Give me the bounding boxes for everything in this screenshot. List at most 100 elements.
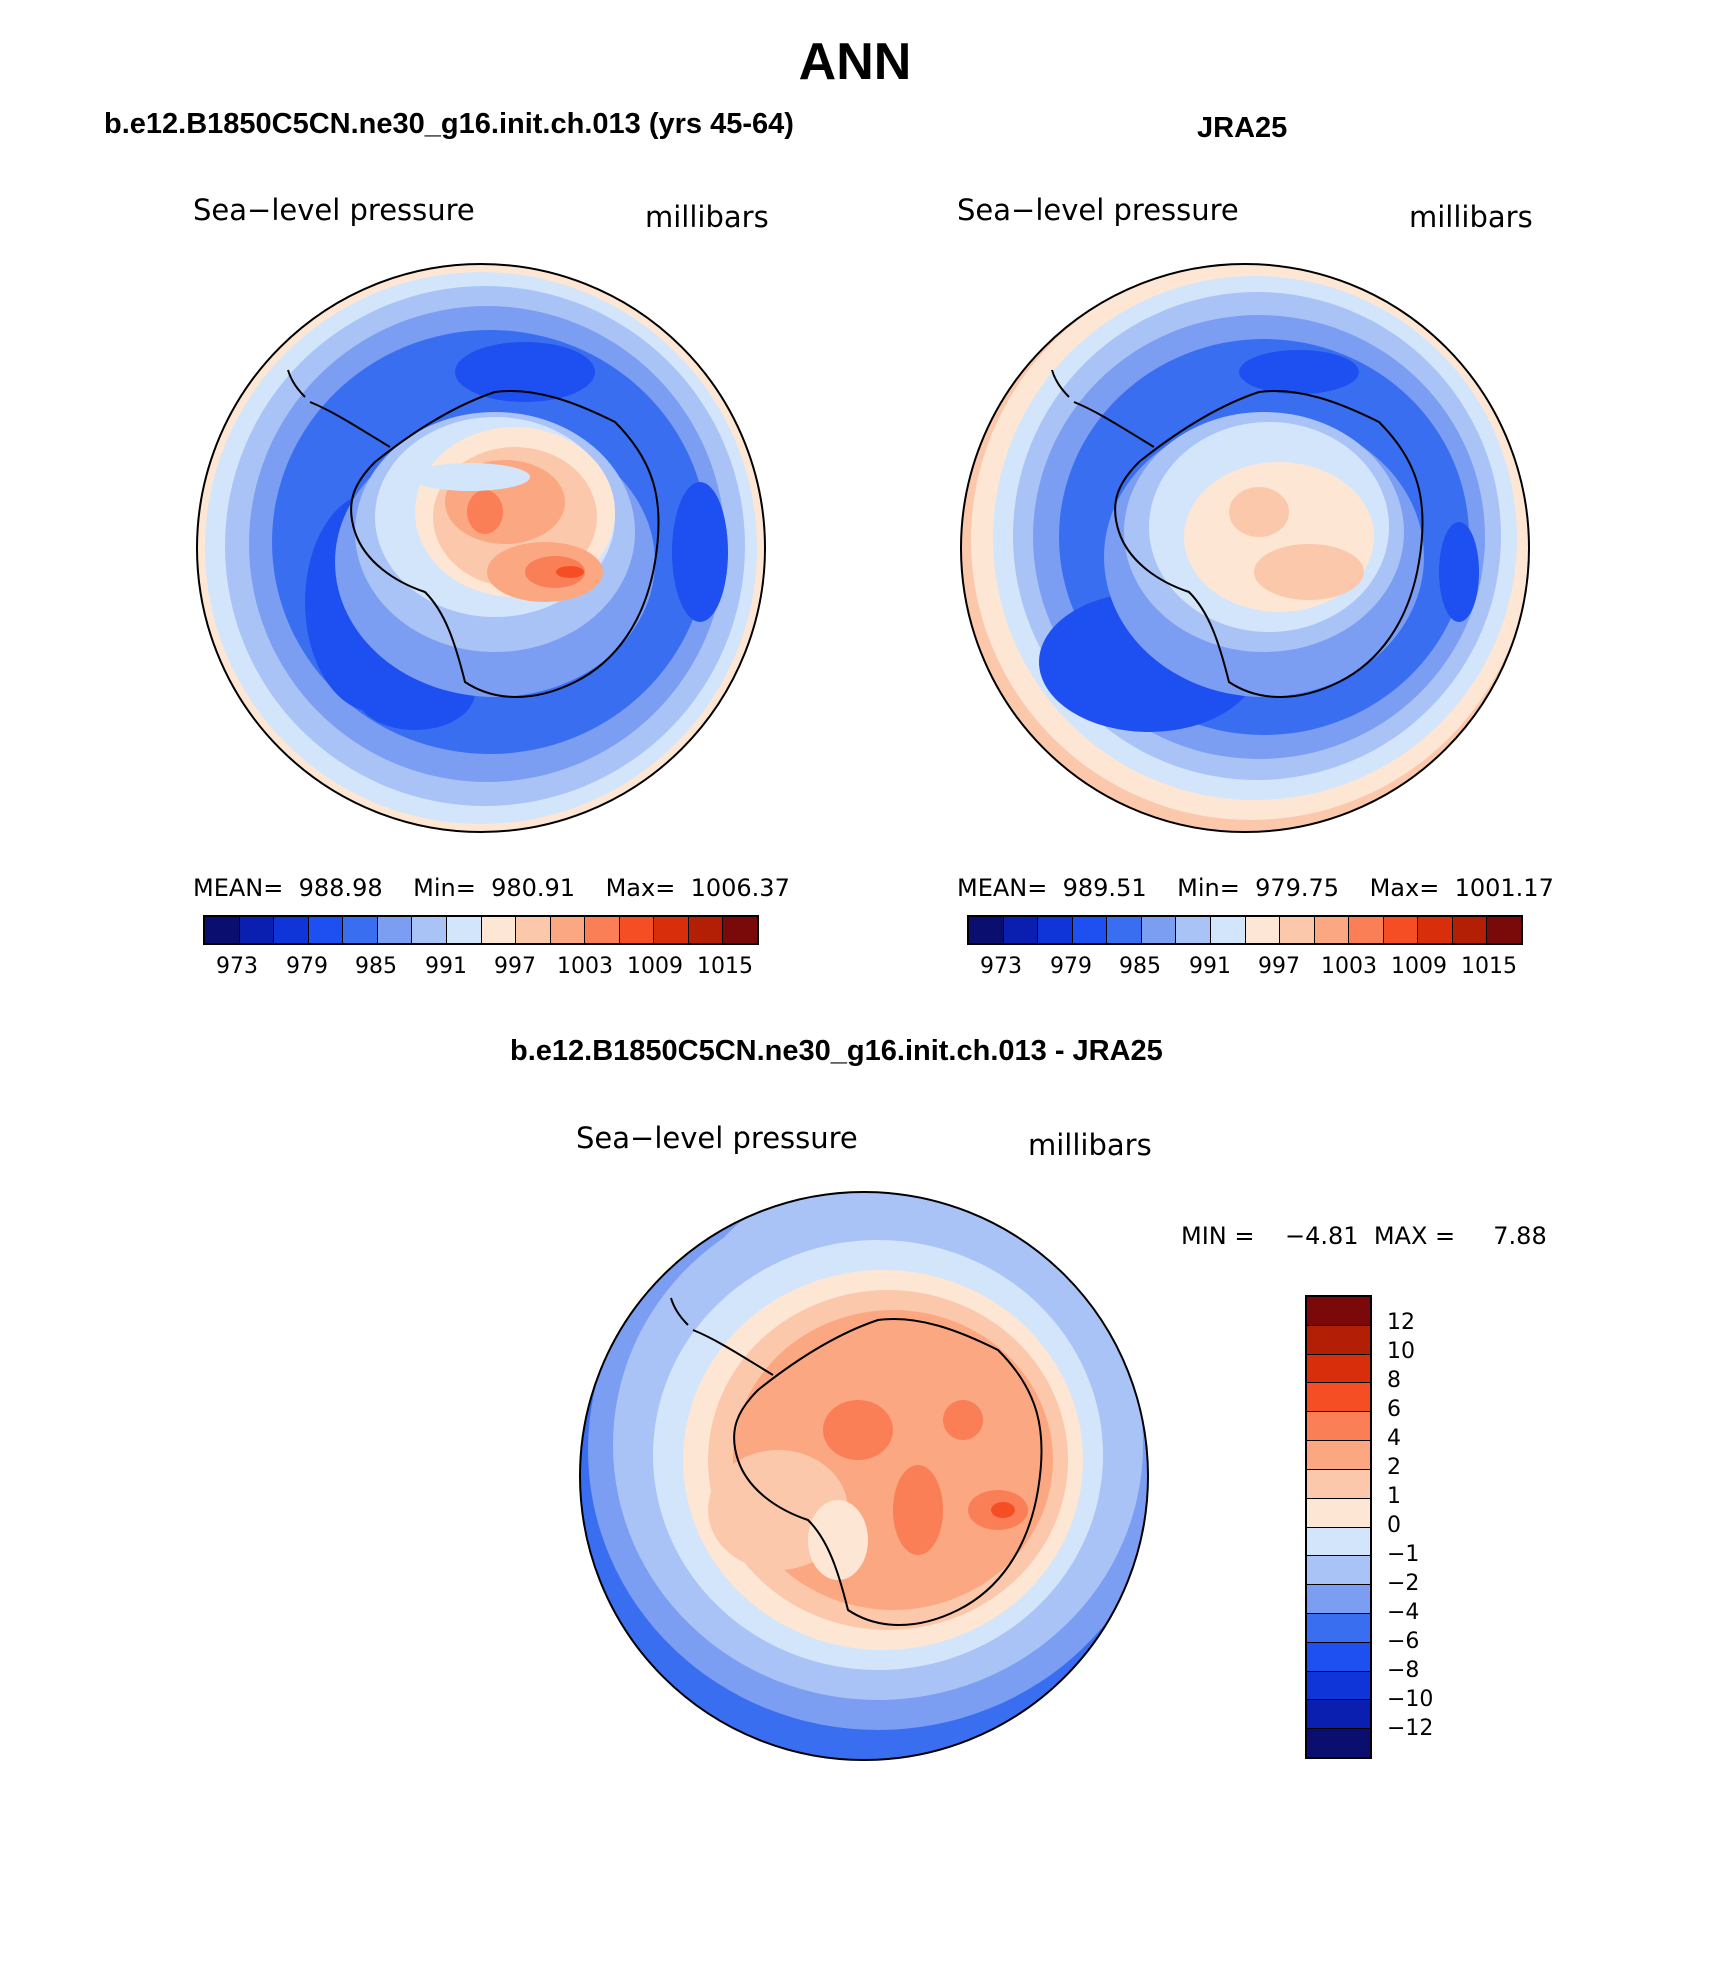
diff-colorbar-swatch [1307,1383,1370,1413]
right-colorbar-swatch [1349,917,1384,943]
right-colorbar-swatch [1141,917,1177,943]
left-colorbar-swatch [516,917,551,943]
diff-colorbar-swatch [1307,1556,1370,1586]
left-colorbar-swatch [343,917,378,943]
left-colorbar-swatch [481,917,517,943]
diff-colorbar [1305,1295,1372,1759]
left-min-label: Min= [413,874,476,902]
left-mean-value: 988.98 [298,874,383,902]
right-colorbar-swatch [1107,917,1142,943]
right-min-label: Min= [1177,874,1240,902]
right-panel-title: JRA25 [1197,112,1288,144]
diff-colorbar-tick: −6 [1387,1629,1420,1654]
left-polar-map [196,263,766,833]
left-colorbar-tick: 1003 [557,954,613,979]
diff-colorbar-tick: 6 [1387,1397,1401,1422]
left-colorbar-tick: 991 [425,954,467,979]
diff-colorbar-swatch [1307,1469,1370,1499]
left-colorbar-swatch [585,917,620,943]
right-colorbar-swatch [1038,917,1073,943]
right-colorbar-tick: 1009 [1391,954,1447,979]
left-colorbar-tick: 1015 [697,954,753,979]
left-mean-label: MEAN= [193,874,284,902]
diff-colorbar-swatch [1307,1412,1370,1442]
diff-colorbar-swatch [1307,1613,1370,1643]
right-max-value: 1001.17 [1454,874,1554,902]
right-colorbar-tick: 1015 [1461,954,1517,979]
right-colorbar-tick: 991 [1189,954,1231,979]
left-colorbar-swatch [377,917,413,943]
diff-colorbar-swatch [1307,1527,1370,1557]
right-colorbar-tick: 979 [1050,954,1092,979]
left-units-label: millibars [645,200,769,234]
right-colorbar-swatch [1314,917,1350,943]
right-colorbar-swatch [1280,917,1315,943]
diff-variable-label: Sea−level pressure [576,1121,858,1155]
left-panel-title: b.e12.B1850C5CN.ne30_g16.init.ch.013 (yr… [104,108,794,140]
right-units-label: millibars [1409,200,1533,234]
left-colorbar-swatch [446,917,482,943]
diff-polar-map [579,1191,1149,1761]
left-colorbar-swatch [308,917,344,943]
right-colorbar-swatch [1072,917,1108,943]
left-colorbar-swatch [688,917,724,943]
right-colorbar-swatch [1245,917,1281,943]
right-colorbar-swatch [1003,917,1039,943]
left-min-value: 980.91 [491,874,576,902]
diff-colorbar-tick: 8 [1387,1368,1401,1393]
right-max-label: Max= [1369,874,1440,902]
diff-colorbar-swatch [1307,1441,1370,1470]
right-mean-value: 989.51 [1062,874,1147,902]
right-colorbar-tick: 1003 [1321,954,1377,979]
diff-colorbar-tick: 4 [1387,1426,1401,1451]
left-colorbar-swatch [205,917,240,943]
left-colorbar-tick: 1009 [627,954,683,979]
diff-colorbar-swatch [1307,1297,1370,1326]
diff-colorbar-swatch [1307,1498,1370,1528]
right-colorbar [967,915,1523,945]
left-colorbar-tick: 985 [355,954,397,979]
left-colorbar-tick: 973 [216,954,258,979]
right-colorbar-swatch [1176,917,1211,943]
left-colorbar-swatch [412,917,447,943]
right-colorbar-tick: 973 [980,954,1022,979]
diff-min-label: MIN = [1181,1222,1255,1250]
diff-colorbar-tick: 0 [1387,1513,1401,1538]
right-colorbar-swatch [969,917,1004,943]
left-colorbar-swatch [550,917,586,943]
right-colorbar-swatch [1418,917,1453,943]
diff-panel-title: b.e12.B1850C5CN.ne30_g16.init.ch.013 - J… [510,1035,1163,1067]
figure-title: ANN [798,33,912,91]
right-polar-map [960,263,1530,833]
diff-colorbar-swatch [1307,1642,1370,1672]
diff-colorbar-tick: 10 [1387,1339,1415,1364]
left-colorbar-swatch [723,917,757,943]
right-colorbar-swatch [1487,917,1521,943]
diff-min-value: −4.81 [1285,1222,1359,1250]
diff-colorbar-tick: −1 [1387,1542,1420,1567]
left-max-label: Max= [605,874,676,902]
diff-colorbar-tick: 12 [1387,1310,1415,1335]
left-max-value: 1006.37 [690,874,790,902]
diff-colorbar-tick: 2 [1387,1455,1401,1480]
left-colorbar-swatch [239,917,275,943]
left-colorbar-swatch [619,917,655,943]
diff-colorbar-tick: −8 [1387,1658,1420,1683]
diff-colorbar-swatch [1307,1325,1370,1355]
right-min-value: 979.75 [1255,874,1340,902]
diff-colorbar-tick: −4 [1387,1600,1420,1625]
diff-colorbar-tick: 1 [1387,1484,1401,1509]
left-colorbar-tick: 997 [494,954,536,979]
diff-colorbar-swatch [1307,1729,1370,1757]
diff-max-label: MAX = [1373,1222,1456,1250]
right-colorbar-tick: 997 [1258,954,1300,979]
diff-colorbar-tick: −10 [1387,1687,1434,1712]
diff-units-label: millibars [1028,1128,1152,1162]
diff-colorbar-swatch [1307,1671,1370,1701]
diff-colorbar-swatch [1307,1585,1370,1614]
diff-colorbar-tick: −2 [1387,1571,1420,1596]
right-colorbar-swatch [1383,917,1419,943]
left-colorbar [203,915,759,945]
right-colorbar-tick: 985 [1119,954,1161,979]
left-colorbar-swatch [654,917,689,943]
